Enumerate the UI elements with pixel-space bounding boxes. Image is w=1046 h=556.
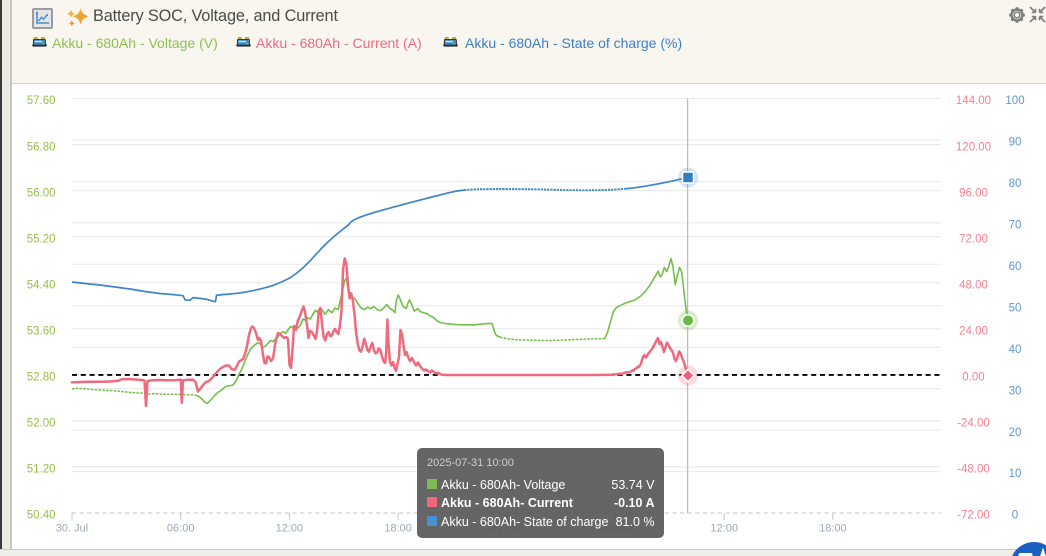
svg-text:80: 80 bbox=[1009, 178, 1022, 190]
svg-text:30: 30 bbox=[1009, 385, 1022, 397]
svg-text:48.00: 48.00 bbox=[959, 279, 988, 291]
svg-text:12:00: 12:00 bbox=[276, 523, 304, 535]
svg-text:90: 90 bbox=[1009, 137, 1022, 149]
svg-text:0: 0 bbox=[1012, 510, 1018, 522]
svg-text:55.20: 55.20 bbox=[27, 233, 56, 245]
svg-text:53.60: 53.60 bbox=[27, 326, 56, 338]
svg-text:54.40: 54.40 bbox=[27, 279, 56, 291]
svg-text:50: 50 bbox=[1009, 302, 1022, 314]
svg-text:96.00: 96.00 bbox=[959, 187, 988, 199]
svg-text:56.80: 56.80 bbox=[27, 141, 56, 153]
svg-text:20: 20 bbox=[1009, 427, 1022, 439]
svg-text:18:00: 18:00 bbox=[384, 523, 412, 535]
svg-text:18:00: 18:00 bbox=[819, 523, 847, 535]
svg-text:24.00: 24.00 bbox=[959, 326, 988, 338]
svg-text:40: 40 bbox=[1009, 344, 1022, 356]
svg-text:-24.00: -24.00 bbox=[957, 418, 990, 430]
svg-text:-72.00: -72.00 bbox=[957, 510, 990, 522]
svg-text:72.00: 72.00 bbox=[959, 233, 988, 245]
svg-text:-48.00: -48.00 bbox=[957, 464, 990, 476]
svg-text:0.00: 0.00 bbox=[962, 372, 984, 384]
svg-text:52.80: 52.80 bbox=[27, 372, 56, 384]
svg-text:50.40: 50.40 bbox=[27, 510, 56, 522]
svg-text:52.00: 52.00 bbox=[27, 418, 56, 430]
svg-text:10: 10 bbox=[1009, 468, 1022, 480]
svg-text:51.20: 51.20 bbox=[27, 464, 56, 476]
svg-text:06:00: 06:00 bbox=[167, 523, 195, 535]
svg-text:70: 70 bbox=[1009, 220, 1022, 232]
svg-text:57.60: 57.60 bbox=[27, 95, 56, 107]
svg-text:144.00: 144.00 bbox=[956, 95, 991, 107]
svg-text:30. Jul: 30. Jul bbox=[56, 523, 88, 535]
svg-text:100: 100 bbox=[1005, 95, 1024, 107]
svg-text:56.00: 56.00 bbox=[27, 187, 56, 199]
svg-text:12:00: 12:00 bbox=[710, 523, 738, 535]
svg-text:120.00: 120.00 bbox=[956, 141, 991, 153]
svg-text:60: 60 bbox=[1009, 261, 1022, 273]
